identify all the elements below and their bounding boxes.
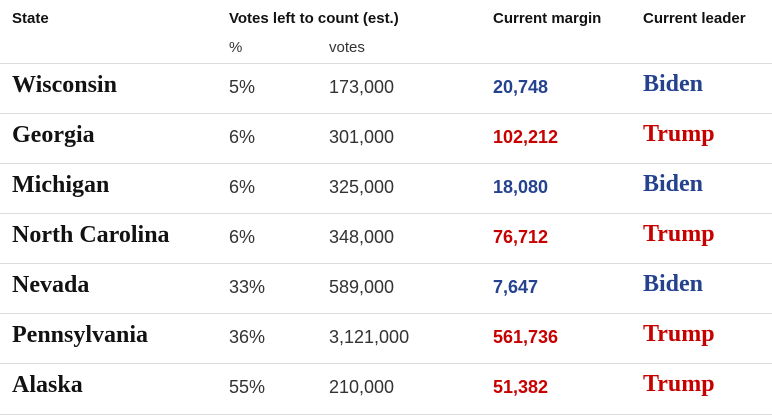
table-row: Michigan 6% 325,000 18,080 Biden [0,163,772,214]
current-margin: 18,080 [493,177,549,197]
state-name: Georgia [12,122,95,148]
current-leader: Biden [643,71,704,97]
table-row: Wisconsin 5% 173,000 20,748 Biden [0,63,772,114]
votes-left-count: 325,000 [329,177,395,197]
votes-left-percent: 6% [229,227,256,247]
table-row: Alaska 55% 210,000 51,382 Trump [0,363,772,415]
margin-header: Current margin [493,10,602,27]
current-margin: 102,212 [493,127,559,147]
leader-header: Current leader [643,10,746,27]
votes-left-percent: 55% [229,377,266,397]
current-margin: 561,736 [493,327,559,347]
current-leader: Biden [643,271,704,297]
table-row: Pennsylvania 36% 3,121,000 561,736 Trump [0,313,772,364]
percent-subheader: % [229,39,243,56]
current-leader: Trump [643,121,715,147]
votes-left-percent: 33% [229,277,266,297]
current-leader: Trump [643,221,715,247]
votes-left-percent: 6% [229,177,256,197]
votes-left-count: 301,000 [329,127,395,147]
votes-left-count: 589,000 [329,277,395,297]
votes-left-count: 3,121,000 [329,327,410,347]
state-name: North Carolina [12,222,170,248]
current-margin: 51,382 [493,377,549,397]
state-name: Nevada [12,272,90,298]
state-header: State [12,10,49,27]
table-row: Georgia 6% 301,000 102,212 Trump [0,113,772,164]
table-row: Nevada 33% 589,000 7,647 Biden [0,263,772,314]
subheader-row: % votes [0,36,772,63]
votes-left-percent: 5% [229,77,256,97]
current-margin: 76,712 [493,227,549,247]
current-leader: Trump [643,371,715,397]
votes-left-percent: 6% [229,127,256,147]
votes-left-count: 173,000 [329,77,395,97]
state-name: Alaska [12,372,83,398]
table-row: North Carolina 6% 348,000 76,712 Trump [0,213,772,264]
current-margin: 20,748 [493,77,549,97]
header-row: State Votes left to count (est.) Current… [0,0,772,36]
state-name: Michigan [12,172,110,198]
state-name: Pennsylvania [12,322,149,348]
votes-left-header: Votes left to count (est.) [229,10,399,27]
votes-left-count: 210,000 [329,377,395,397]
current-margin: 7,647 [493,277,539,297]
votes-left-count: 348,000 [329,227,395,247]
votes-left-percent: 36% [229,327,266,347]
current-leader: Trump [643,321,715,347]
votes-subheader: votes [329,39,365,56]
state-name: Wisconsin [12,72,117,98]
current-leader: Biden [643,171,704,197]
